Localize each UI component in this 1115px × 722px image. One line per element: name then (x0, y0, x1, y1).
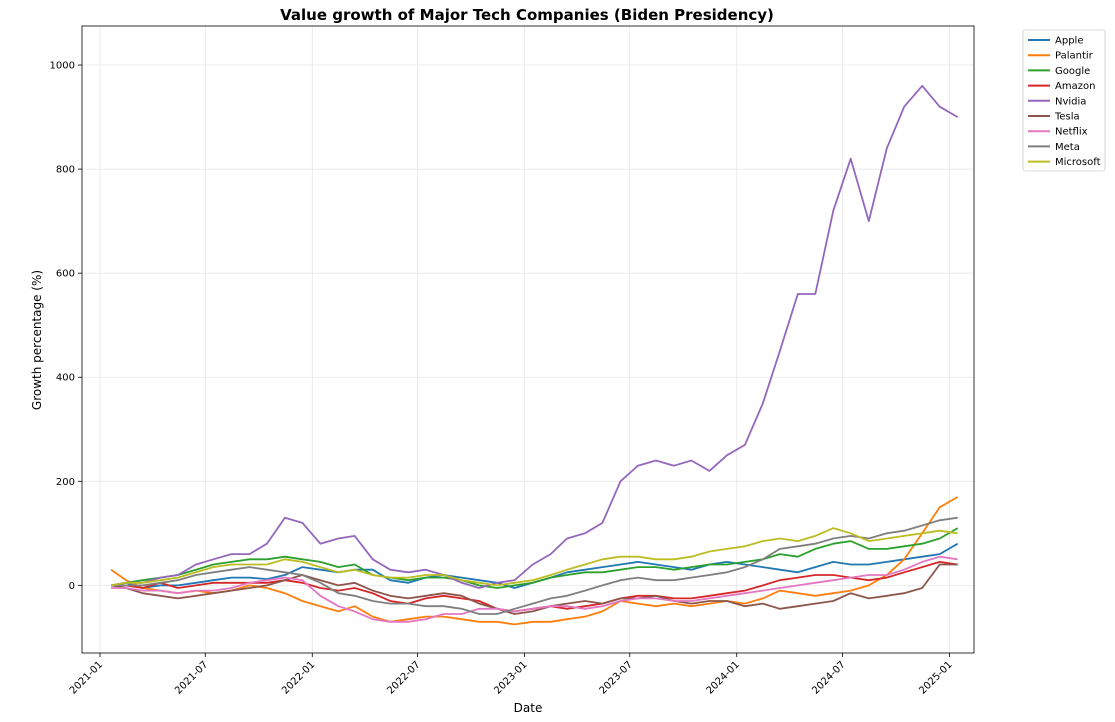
legend-item-apple: Apple (1055, 36, 1083, 47)
x-tick-label: 2024-07 (810, 659, 847, 696)
series-line-nvidia (110, 84, 959, 589)
legend-item-tesla: Tesla (1054, 112, 1080, 123)
legend-item-netflix: Netflix (1055, 127, 1088, 138)
legend-item-palantir: Palantir (1055, 51, 1094, 62)
series-line-netflix (111, 555, 958, 623)
x-tick-label: 2023-01 (492, 659, 529, 696)
legend-item-microsoft: Microsoft (1055, 157, 1101, 168)
y-tick-label: 400 (56, 373, 75, 384)
legend-item-amazon: Amazon (1055, 81, 1095, 92)
legend-frame (1022, 29, 1106, 172)
x-tick-label: 2023-07 (598, 659, 635, 696)
y-tick-label: 1000 (50, 61, 75, 72)
series-line-google (110, 527, 959, 589)
y-axis-label: Growth percentage (%) (30, 270, 44, 410)
x-tick-label: 2022-01 (280, 659, 317, 696)
y-tick-label: 800 (56, 165, 75, 176)
y-axis: 0 200 400 600 800 1000 (50, 61, 82, 592)
x-tick-label: 2024-01 (705, 659, 742, 696)
y-tick-label: 0 (69, 581, 75, 592)
y-tick-label: 600 (56, 269, 75, 280)
series-lines (110, 84, 959, 626)
series-line-palantir (110, 496, 959, 626)
legend-item-meta: Meta (1055, 142, 1080, 153)
plot-frame (81, 25, 975, 654)
series-line-tesla (110, 563, 958, 615)
x-tick-label: 2021-01 (68, 659, 105, 696)
series-line-meta (111, 516, 958, 615)
legend-item-nvidia: Nvidia (1055, 96, 1086, 107)
x-tick-label: 2021-07 (173, 659, 210, 696)
x-tick-label: 2025-01 (917, 659, 954, 696)
y-tick-label: 200 (56, 477, 75, 488)
legend: Apple Palantir Google Amazon Nvidia Tesla Netf… (1022, 29, 1106, 172)
legend-item-google: Google (1055, 66, 1090, 77)
x-axis-label: Date (514, 701, 543, 715)
chart-title: Value growth of Major Tech Companies (Bi… (280, 6, 774, 24)
x-tick-label: 2022-07 (385, 659, 422, 696)
series-line-microsoft (110, 527, 958, 587)
x-axis: 2021-01 2021-07 2022-01 2022-07 2023-01 2023-… (68, 653, 955, 697)
grid-lines (82, 26, 974, 653)
